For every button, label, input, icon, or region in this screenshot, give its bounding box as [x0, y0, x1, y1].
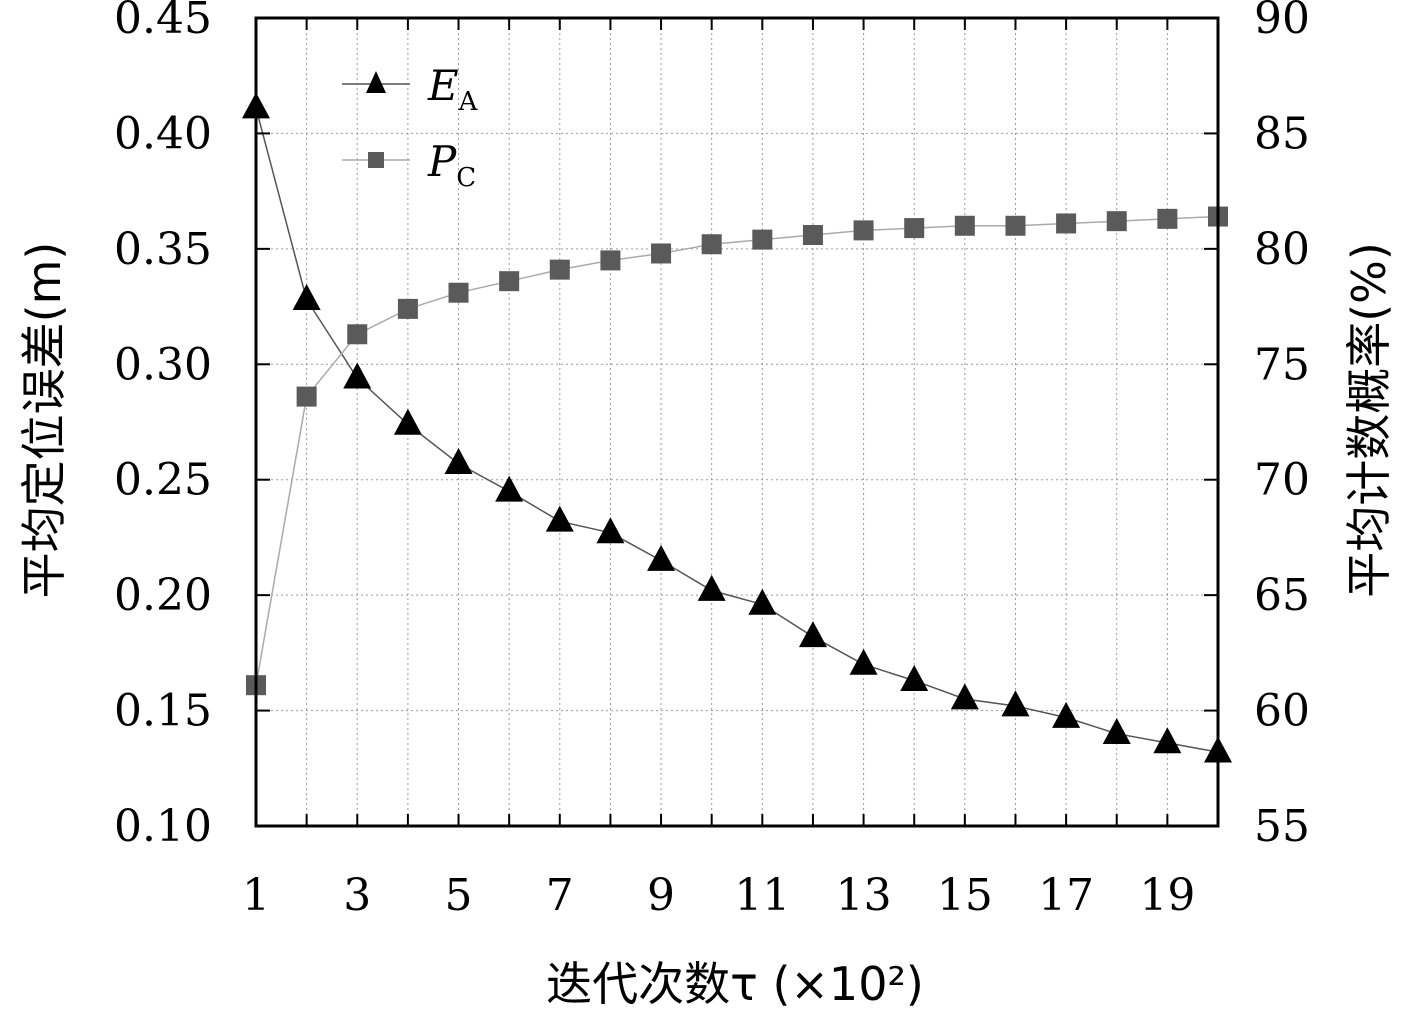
- point-ea-16: [1001, 690, 1030, 717]
- point-ea-5: [444, 447, 473, 474]
- y-left-tick-label-0.40: 0.40: [114, 108, 212, 159]
- point-ea-3: [343, 362, 372, 389]
- legend-sub-ea: A: [458, 87, 479, 117]
- point-ea-9: [647, 544, 676, 571]
- point-ea-6: [495, 475, 524, 502]
- point-pc-4: [397, 298, 418, 319]
- point-pc-7: [549, 259, 570, 280]
- grid: [256, 18, 1218, 826]
- y-axis-left-title: 平均定位误差(m): [17, 242, 71, 599]
- x-tick-label-9: 9: [647, 870, 675, 921]
- point-pc-18: [1106, 211, 1127, 232]
- y-right-tick-label-85: 85: [1254, 108, 1310, 159]
- legend-name-pc: P: [427, 137, 457, 186]
- point-pc-11: [752, 229, 773, 250]
- point-pc-2: [296, 386, 317, 407]
- y-left-tick-label-0.15: 0.15: [114, 686, 212, 737]
- point-pc-8: [600, 250, 621, 271]
- y-left-tick-label-0.25: 0.25: [114, 455, 212, 506]
- x-tick-label-15: 15: [937, 870, 993, 921]
- y-right-tick-label-65: 65: [1254, 570, 1310, 621]
- point-pc-9: [651, 243, 672, 264]
- legend-item-pc: PC: [342, 137, 476, 193]
- legend-item-ea: EA: [342, 61, 479, 117]
- point-ea-7: [545, 505, 574, 532]
- point-pc-17: [1056, 213, 1077, 234]
- legend-marker-square: [368, 152, 384, 168]
- x-tick-label-7: 7: [546, 870, 574, 921]
- point-ea-10: [697, 574, 726, 601]
- point-ea-14: [900, 664, 929, 691]
- x-tick-label-1: 1: [242, 870, 270, 921]
- x-tick-label-17: 17: [1038, 870, 1094, 921]
- legend: EA PC: [342, 61, 479, 193]
- point-pc-19: [1157, 208, 1178, 229]
- y-right-tick-label-75: 75: [1254, 339, 1310, 390]
- point-ea-18: [1102, 718, 1131, 745]
- x-tick-label-11: 11: [734, 870, 790, 921]
- y-right-tick-label-70: 70: [1254, 455, 1310, 506]
- x-axis-title: 迭代次数τ (×10²): [546, 957, 924, 1011]
- point-ea-11: [748, 588, 777, 615]
- point-pc-3: [347, 324, 368, 345]
- x-tick-label-3: 3: [343, 870, 371, 921]
- point-ea-15: [950, 683, 979, 710]
- point-pc-5: [448, 282, 469, 303]
- y-right-tick-label-60: 60: [1254, 686, 1310, 737]
- point-pc-15: [954, 215, 975, 236]
- legend-label-pc: PC: [427, 137, 476, 193]
- x-tick-label-19: 19: [1139, 870, 1195, 921]
- point-pc-12: [802, 225, 823, 246]
- point-ea-13: [849, 648, 878, 675]
- point-ea-12: [798, 621, 827, 648]
- point-pc-14: [904, 218, 925, 239]
- y-right-tick-label-55: 55: [1254, 801, 1310, 852]
- y-left-tick-label-0.45: 0.45: [114, 0, 212, 44]
- point-ea-2: [292, 284, 321, 311]
- series-line-pc: [255, 215, 1219, 686]
- legend-label-ea: EA: [427, 61, 479, 117]
- y-left-tick-label-0.10: 0.10: [114, 801, 212, 852]
- series-markers: [242, 92, 1232, 763]
- point-pc-16: [1005, 215, 1026, 236]
- point-ea-8: [596, 517, 625, 544]
- y-axis-right-title: 平均计数概率(%): [1342, 242, 1396, 598]
- axis-ticks: [255, 17, 1219, 827]
- y-left-tick-label-0.35: 0.35: [114, 224, 212, 275]
- legend-sub-pc: C: [456, 163, 476, 193]
- legend-marker-triangle: [366, 71, 386, 93]
- point-pc-6: [499, 271, 520, 292]
- x-tick-label-5: 5: [445, 870, 473, 921]
- point-ea-17: [1052, 701, 1081, 728]
- y-right-tick-label-90: 90: [1254, 0, 1310, 44]
- point-ea-4: [393, 408, 422, 435]
- point-ea-19: [1153, 727, 1182, 754]
- point-pc-13: [853, 220, 874, 241]
- x-tick-label-13: 13: [836, 870, 892, 921]
- y-right-tick-label-80: 80: [1254, 224, 1310, 275]
- plot-frame: [254, 16, 1220, 828]
- y-left-tick-label-0.20: 0.20: [114, 570, 212, 621]
- legend-name-ea: E: [427, 61, 459, 110]
- point-pc-10: [701, 234, 722, 255]
- tick-labels: 1 3 5 7 9 11 13 15 17 190.100.150.200.250.300.350…: [114, 0, 1310, 921]
- y-left-tick-label-0.30: 0.30: [114, 339, 212, 390]
